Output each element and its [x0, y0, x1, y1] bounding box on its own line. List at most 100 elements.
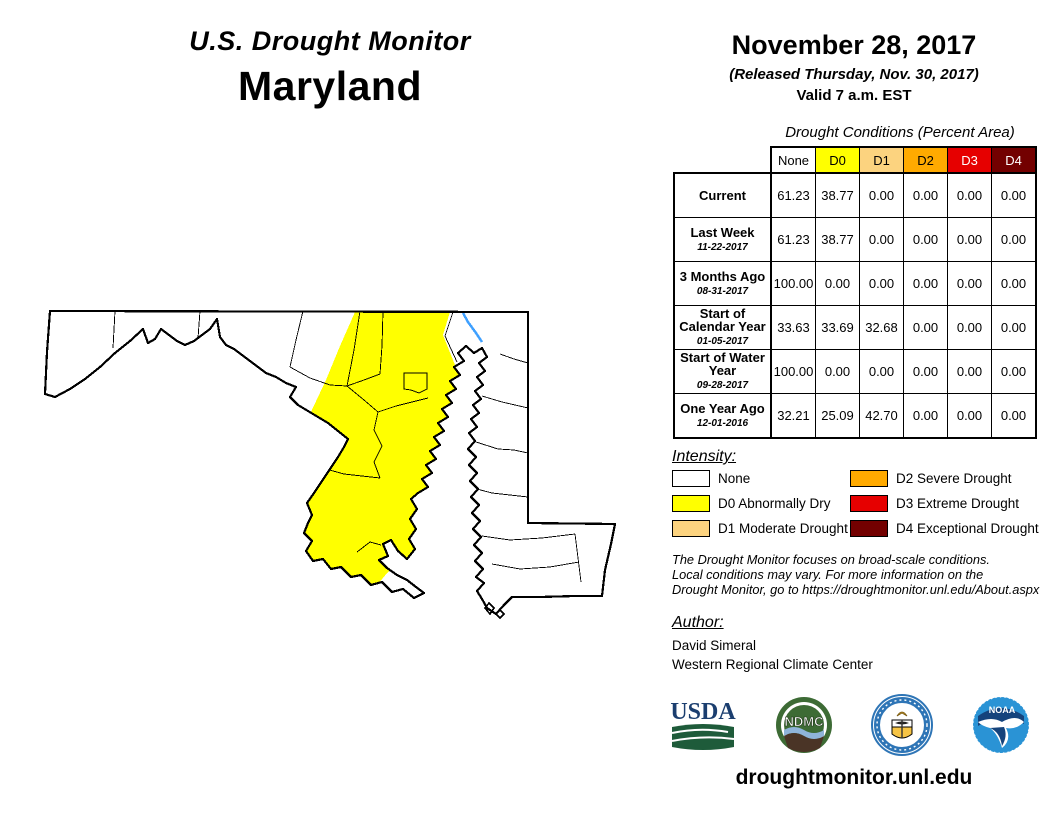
- cell-value: 0.00: [991, 217, 1037, 262]
- cell-value: 0.00: [859, 172, 904, 218]
- legend-item-d0: D0 Abnormally Dry: [672, 495, 831, 513]
- table-row: Start of Water Year 09-28-2017 100.00 0.0…: [673, 349, 1037, 394]
- footer-url: droughtmonitor.unl.edu: [735, 766, 973, 789]
- legend-label: D1 Moderate Drought: [718, 521, 848, 537]
- svg-text:NDMC: NDMC: [784, 714, 824, 729]
- cell-value: 0.00: [815, 349, 860, 394]
- report-date: November 28, 2017: [731, 30, 977, 60]
- row-date: 11-22-2017: [697, 241, 748, 253]
- svg-text:USDA: USDA: [670, 699, 736, 725]
- cell-value: 61.23: [770, 217, 816, 262]
- cell-value: 0.00: [991, 261, 1037, 306]
- county-boundaries: [112, 311, 614, 589]
- disclaimer-line: Drought Monitor, go to https://droughtmo…: [672, 582, 1040, 597]
- table-header-row: None D0 D1 D2 D3 D4: [674, 146, 1037, 174]
- cell-value: 38.77: [815, 172, 860, 218]
- legend-swatch-d0: [672, 495, 710, 513]
- legend-label: D2 Severe Drought: [896, 471, 1012, 487]
- table-row: 3 Months Ago 08-31-2017 100.00 0.00 0.00 …: [673, 261, 1037, 306]
- cell-value: 0.00: [947, 393, 992, 439]
- doc-seal-logo: [871, 694, 934, 756]
- cell-value: 32.21: [770, 393, 816, 439]
- ndmc-logo: NDMC: [775, 697, 832, 753]
- cell-value: 0.00: [947, 349, 992, 394]
- legend-swatch-none: [672, 470, 710, 488]
- legend-item-d1: D1 Moderate Drought: [672, 520, 848, 538]
- row-label: 3 Months Ago: [679, 268, 766, 284]
- row-date: 08-31-2017: [696, 285, 749, 297]
- legend-item-d4: D4 Exceptional Drought: [850, 520, 1039, 538]
- cell-value: 0.00: [947, 172, 992, 218]
- cell-value: 0.00: [903, 393, 948, 439]
- legend-label: D4 Exceptional Drought: [896, 521, 1039, 537]
- noaa-logo: NOAA: [972, 696, 1030, 754]
- col-header-d0: D0: [815, 146, 860, 174]
- cell-value: 100.00: [770, 261, 816, 306]
- released-date: (Released Thursday, Nov. 30, 2017): [729, 66, 979, 83]
- author-org: Western Regional Climate Center: [672, 657, 873, 672]
- cell-value: 38.77: [815, 217, 860, 262]
- valid-time: Valid 7 a.m. EST: [796, 87, 912, 104]
- col-header-d3: D3: [947, 146, 992, 174]
- cell-value: 0.00: [859, 349, 904, 394]
- agency-logos: USDA NDMC: [670, 694, 1030, 756]
- state-outline: [43, 309, 617, 616]
- legend-item-d3: D3 Extreme Drought: [850, 495, 1019, 513]
- author-heading: Author:: [672, 614, 724, 631]
- cell-value: 0.00: [903, 172, 948, 218]
- legend-swatch-d4: [850, 520, 888, 538]
- legend-item-d2: D2 Severe Drought: [850, 470, 1012, 488]
- row-label: One Year Ago: [680, 400, 765, 416]
- cell-value: 0.00: [947, 305, 992, 350]
- table-row: Start of Calendar Year 01-05-2017 33.63 3…: [673, 305, 1037, 350]
- col-header-d1: D1: [859, 146, 904, 174]
- cell-value: 33.69: [815, 305, 860, 350]
- cell-value: 0.00: [859, 217, 904, 262]
- row-date: 01-05-2017: [696, 336, 749, 347]
- cell-value: 0.00: [859, 261, 904, 306]
- cell-value: 0.00: [991, 172, 1037, 218]
- cell-value: 0.00: [991, 349, 1037, 394]
- row-label: Current: [699, 188, 746, 203]
- intensity-heading: Intensity:: [672, 448, 737, 465]
- legend-swatch-d1: [672, 520, 710, 538]
- cell-value: 0.00: [947, 217, 992, 262]
- report-title: U.S. Drought Monitor: [189, 26, 471, 56]
- legend-swatch-d3: [850, 495, 888, 513]
- cell-value: 0.00: [903, 305, 948, 350]
- row-label: Start of Calendar Year: [679, 306, 766, 334]
- legend-label: D3 Extreme Drought: [896, 496, 1020, 512]
- cell-value: 33.63: [770, 305, 816, 350]
- table-title: Drought Conditions (Percent Area): [785, 124, 1015, 141]
- legend-label: D0 Abnormally Dry: [718, 496, 831, 512]
- cell-value: 0.00: [991, 305, 1037, 350]
- cell-value: 100.00: [770, 349, 816, 394]
- cell-value: 0.00: [903, 261, 948, 306]
- legend-label: None: [718, 471, 751, 487]
- cell-value: 42.70: [859, 393, 904, 439]
- legend-item-none: None: [672, 470, 750, 488]
- cell-value: 0.00: [815, 261, 860, 306]
- drought-conditions-table: None D0 D1 D2 D3 D4 Current 61.23 38.77 …: [673, 146, 1037, 439]
- legend-swatch-d2: [850, 470, 888, 488]
- region-title: Maryland: [238, 63, 422, 109]
- cell-value: 0.00: [903, 349, 948, 394]
- cell-value: 25.09: [815, 393, 860, 439]
- col-header-none: None: [770, 146, 816, 174]
- usda-logo: USDA: [670, 699, 736, 750]
- susquehanna-river: [461, 312, 484, 343]
- row-label: Start of Water Year: [680, 350, 765, 378]
- row-label: Last Week: [690, 224, 755, 240]
- disclaimer-line: The Drought Monitor focuses on broad-sca…: [672, 552, 990, 567]
- corner-cell: [674, 147, 771, 173]
- author-name: David Simeral: [672, 638, 757, 653]
- svg-text:NOAA: NOAA: [989, 705, 1016, 715]
- cell-value: 32.68: [859, 305, 904, 350]
- row-date: 09-28-2017: [696, 380, 749, 391]
- maryland-drought-map: [30, 290, 650, 620]
- report-title-block: U.S. Drought Monitor Maryland: [130, 26, 530, 110]
- col-header-d2: D2: [903, 146, 948, 174]
- row-date: 12-01-2016: [696, 417, 749, 429]
- col-header-d4: D4: [991, 146, 1037, 174]
